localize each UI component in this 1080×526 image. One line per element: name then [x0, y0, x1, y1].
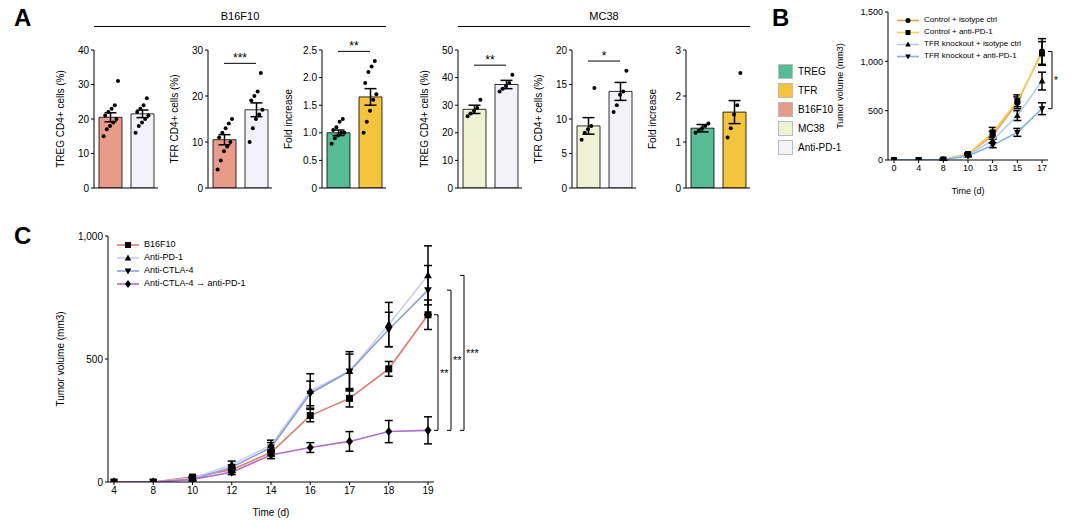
- html-text:B16F10: B16F10: [220, 10, 260, 22]
- svg-text:***: ***: [466, 347, 480, 359]
- svg-text:20: 20: [78, 114, 90, 125]
- svg-text:30: 30: [78, 79, 90, 90]
- svg-text:0: 0: [891, 163, 896, 173]
- svg-text:0: 0: [311, 183, 317, 194]
- html-text:C: C: [14, 222, 32, 249]
- svg-text:15: 15: [1012, 163, 1022, 173]
- svg-text:13: 13: [988, 163, 998, 173]
- svg-text:0: 0: [97, 477, 103, 488]
- svg-text:2.0: 2.0: [303, 72, 317, 83]
- svg-text:Tumor volume (mm3): Tumor volume (mm3): [835, 43, 845, 129]
- svg-text:4: 4: [111, 485, 117, 496]
- html-text:B16F10: B16F10: [144, 239, 176, 249]
- html-text:Control + anti-PD-1: Control + anti-PD-1: [924, 27, 993, 36]
- svg-text:20: 20: [442, 127, 454, 138]
- svg-text:1.0: 1.0: [303, 127, 317, 138]
- svg-text:0: 0: [675, 183, 681, 194]
- svg-text:18: 18: [383, 485, 395, 496]
- svg-text:**: **: [453, 354, 462, 366]
- svg-text:10: 10: [187, 485, 199, 496]
- svg-text:500: 500: [868, 106, 883, 116]
- svg-text:10: 10: [192, 137, 204, 148]
- svg-text:40: 40: [442, 72, 454, 83]
- svg-text:0: 0: [197, 183, 203, 194]
- html-text:Anti-CTLA-4: Anti-CTLA-4: [144, 265, 194, 275]
- svg-text:**: **: [349, 39, 359, 53]
- svg-text:3: 3: [675, 45, 681, 56]
- html-text:TREG: TREG: [798, 66, 826, 77]
- svg-text:Time (d): Time (d): [951, 186, 984, 196]
- svg-text:TREG CD4+ cells (%): TREG CD4+ cells (%): [55, 70, 66, 168]
- svg-text:0.5: 0.5: [303, 155, 317, 166]
- svg-text:2.5: 2.5: [303, 45, 317, 56]
- svg-text:1,000: 1,000: [78, 231, 103, 242]
- svg-text:0: 0: [561, 183, 567, 194]
- svg-text:TFR CD4+ cells (%): TFR CD4+ cells (%): [533, 74, 544, 163]
- svg-text:**: **: [485, 53, 495, 67]
- svg-text:30: 30: [192, 45, 204, 56]
- html-text:TFR: TFR: [798, 85, 818, 96]
- svg-text:10: 10: [442, 155, 454, 166]
- svg-text:10: 10: [556, 114, 568, 125]
- svg-text:14: 14: [265, 485, 277, 496]
- svg-text:15: 15: [556, 79, 568, 90]
- svg-text:0: 0: [447, 183, 453, 194]
- svg-text:10: 10: [78, 148, 90, 159]
- svg-text:8: 8: [941, 163, 946, 173]
- svg-text:5: 5: [561, 148, 567, 159]
- svg-text:Fold increase: Fold increase: [647, 89, 658, 149]
- svg-text:19: 19: [422, 485, 434, 496]
- svg-text:1,500: 1,500: [860, 7, 883, 17]
- svg-text:17: 17: [344, 485, 356, 496]
- html-text:B16F10: B16F10: [798, 104, 833, 115]
- svg-text:40: 40: [78, 45, 90, 56]
- svg-text:50: 50: [442, 45, 454, 56]
- svg-text:17: 17: [1037, 163, 1047, 173]
- svg-text:0: 0: [83, 183, 89, 194]
- svg-text:1.5: 1.5: [303, 100, 317, 111]
- html-text:A: A: [14, 4, 32, 31]
- svg-text:Time (d): Time (d): [253, 507, 290, 518]
- html-text:TFR knockout + anti-PD-1: TFR knockout + anti-PD-1: [924, 51, 1017, 60]
- html-text:MC38: MC38: [798, 123, 825, 134]
- svg-text:500: 500: [86, 354, 103, 365]
- svg-text:16: 16: [305, 485, 317, 496]
- html-text:Control + isotype ctrl: Control + isotype ctrl: [924, 15, 998, 24]
- svg-text:4: 4: [916, 163, 921, 173]
- svg-text:2: 2: [675, 91, 681, 102]
- svg-text:Tumor volume (mm3): Tumor volume (mm3): [55, 311, 66, 406]
- svg-text:10: 10: [963, 163, 973, 173]
- svg-text:12: 12: [226, 485, 238, 496]
- svg-text:1,000: 1,000: [860, 57, 883, 67]
- svg-text:*: *: [602, 49, 607, 63]
- html-text:B: B: [772, 4, 790, 31]
- svg-text:*: *: [1054, 75, 1058, 86]
- svg-text:***: ***: [233, 51, 247, 65]
- svg-text:1: 1: [675, 137, 681, 148]
- html-text:Anti-PD-1: Anti-PD-1: [144, 252, 183, 262]
- svg-text:30: 30: [442, 100, 454, 111]
- svg-text:**: **: [440, 367, 449, 379]
- svg-text:8: 8: [150, 485, 156, 496]
- html-text:Anti-CTLA-4 → anti-PD-1: Anti-CTLA-4 → anti-PD-1: [144, 278, 246, 288]
- html-text:MC38: MC38: [589, 10, 619, 22]
- svg-text:0: 0: [878, 155, 883, 165]
- html-text:TFR knockout + isotype ctrl: TFR knockout + isotype ctrl: [924, 39, 1022, 48]
- svg-text:20: 20: [192, 91, 204, 102]
- svg-text:TREG CD4+ cells (%): TREG CD4+ cells (%): [419, 70, 430, 168]
- svg-text:Fold increase: Fold increase: [283, 89, 294, 149]
- svg-text:20: 20: [556, 45, 568, 56]
- svg-text:TFR CD4+ cells (%): TFR CD4+ cells (%): [169, 74, 180, 163]
- html-text:Anti-PD-1: Anti-PD-1: [798, 142, 842, 153]
